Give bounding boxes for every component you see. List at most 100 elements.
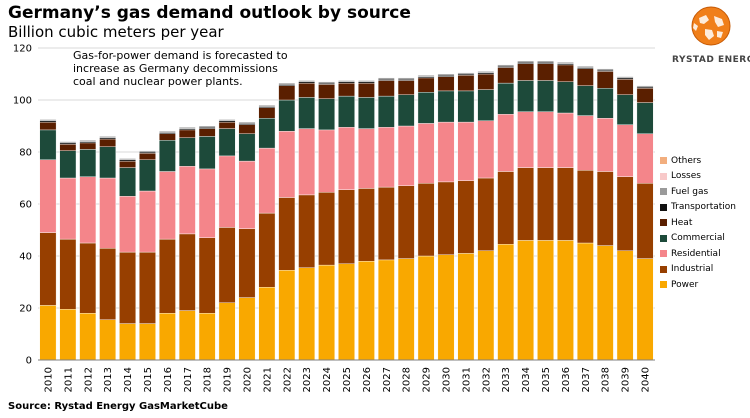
x-tick-label-2019: 2019	[223, 367, 234, 392]
bar-power-2039	[616, 250, 634, 361]
bar-power-2025	[338, 263, 355, 361]
bar-industrial-2021	[258, 212, 276, 288]
bar-commercial-2019	[218, 128, 236, 157]
bar-fuel-gas-2010	[39, 119, 57, 121]
bar-residential-2012	[79, 176, 97, 244]
bar-stack-2032	[477, 71, 495, 361]
bar-power-2020	[238, 297, 256, 361]
legend-item-power: Power	[660, 277, 736, 293]
bar-residential-2013	[99, 177, 117, 249]
bar-fuel-gas-2038	[596, 68, 614, 71]
bar-fuel-gas-2025	[338, 80, 355, 82]
bar-heat-2039	[616, 78, 634, 95]
bar-heat-2029	[417, 77, 435, 93]
bar-fuel-gas-2015	[139, 150, 156, 153]
bar-stack-2037	[576, 65, 594, 361]
legend-item-transportation: Transportation	[660, 200, 736, 216]
bar-power-2023	[298, 267, 316, 361]
bar-stack-2023	[298, 80, 316, 361]
legend-swatch-industrial	[660, 265, 667, 273]
bar-commercial-2033	[497, 82, 515, 115]
bar-commercial-2036	[557, 81, 574, 114]
bar-commercial-2015	[139, 159, 156, 192]
bar-residential-2031	[457, 121, 475, 181]
x-tick-label-2020: 2020	[242, 367, 253, 392]
bar-industrial-2026	[358, 188, 375, 262]
bar-heat-2036	[557, 64, 574, 83]
bar-power-2022	[278, 270, 296, 361]
x-tick-label-2040: 2040	[641, 367, 652, 392]
bar-heat-2026	[358, 82, 375, 98]
bar-industrial-2013	[99, 247, 117, 320]
x-tick-label-2025: 2025	[342, 367, 353, 392]
x-tick-label-2032: 2032	[481, 367, 492, 392]
x-tick-label-2021: 2021	[262, 367, 273, 392]
bar-stack-2015	[139, 150, 156, 361]
legend-swatch-transportation	[660, 203, 667, 211]
bar-heat-2010	[39, 121, 57, 131]
bar-industrial-2040	[636, 182, 654, 259]
x-tick-label-2034: 2034	[521, 367, 532, 392]
bar-power-2036	[557, 240, 574, 361]
legend-swatch-fuel-gas	[660, 188, 667, 196]
legend-swatch-losses	[660, 172, 667, 180]
x-tick-label-2023: 2023	[302, 367, 313, 392]
bar-fuel-gas-2030	[437, 73, 455, 76]
bar-power-2016	[159, 313, 176, 361]
bar-fuel-gas-2035	[537, 60, 554, 63]
bar-stack-2036	[557, 62, 574, 361]
bar-residential-2015	[139, 190, 156, 253]
bar-stack-2039	[616, 76, 634, 361]
x-tick-label-2033: 2033	[501, 367, 512, 392]
bar-fuel-gas-2016	[159, 130, 176, 133]
bar-fuel-gas-2039	[616, 76, 634, 79]
bar-stack-2013	[99, 136, 117, 361]
bar-stack-2024	[318, 81, 335, 361]
rystad-logo: RYSTAD ENERGY	[672, 2, 750, 72]
legend-swatch-heat	[660, 219, 667, 227]
bar-heat-2031	[457, 75, 475, 92]
bar-industrial-2015	[139, 251, 156, 324]
bar-stack-2021	[258, 104, 276, 361]
bar-heat-2021	[258, 107, 276, 119]
bar-power-2035	[537, 240, 554, 361]
bar-commercial-2013	[99, 146, 117, 179]
x-tick-label-2030: 2030	[442, 367, 453, 392]
legend-item-fuel-gas: Fuel gas	[660, 184, 736, 200]
bar-stack-2030	[437, 73, 455, 361]
bar-stack-2026	[358, 80, 375, 361]
bar-fuel-gas-2020	[238, 121, 256, 124]
bar-heat-2027	[377, 80, 395, 97]
bar-heat-2035	[537, 63, 554, 81]
bar-stack-2012	[79, 140, 97, 361]
bar-fuel-gas-2019	[218, 119, 236, 121]
bar-residential-2021	[258, 147, 276, 214]
bar-stack-2034	[517, 60, 534, 361]
bar-fuel-gas-2032	[477, 71, 495, 73]
bar-power-2027	[377, 259, 395, 361]
bar-residential-2034	[517, 111, 534, 168]
legend-item-residential: Residential	[660, 246, 736, 262]
bar-industrial-2035	[537, 167, 554, 241]
bar-industrial-2022	[278, 197, 296, 271]
bar-power-2018	[198, 313, 216, 361]
x-tick-label-2039: 2039	[621, 367, 632, 392]
legend-label-losses: Losses	[671, 171, 701, 182]
bar-residential-2017	[178, 166, 196, 235]
legend-label-fuel-gas: Fuel gas	[671, 186, 709, 197]
bar-fuel-gas-2017	[178, 127, 196, 129]
bar-fuel-gas-2011	[59, 141, 77, 144]
bar-commercial-2023	[298, 97, 316, 129]
bar-stack-2028	[397, 77, 415, 361]
bar-heat-2016	[159, 133, 176, 141]
bar-fuel-gas-2034	[517, 60, 534, 63]
bar-fuel-gas-2040	[636, 85, 654, 88]
bar-power-2037	[576, 242, 594, 361]
bar-heat-2032	[477, 73, 495, 90]
bar-residential-2024	[318, 129, 335, 193]
bar-fuel-gas-2014	[119, 158, 136, 160]
bar-power-2011	[59, 309, 77, 361]
bar-commercial-2030	[437, 90, 455, 123]
legend-item-commercial: Commercial	[660, 231, 736, 247]
